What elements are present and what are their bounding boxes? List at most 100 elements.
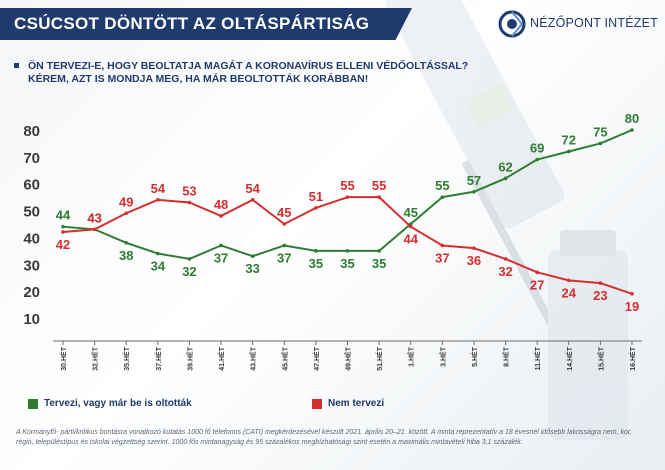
series-1-data-label: 23 [593,288,607,303]
series-1-data-label: 55 [372,178,386,193]
y-tick-label: 60 [23,177,40,194]
x-tick-label: 35.HÉT [122,346,131,370]
series-0-data-label: 72 [562,132,576,147]
y-tick-label: 50 [23,204,40,221]
question-line-2: KÉREM, AZT IS MONDJA MEG, HA MÁR BEOLTOT… [28,73,369,85]
series-0-point [440,195,445,199]
footnote: A Kormányfő- párti/kritikus bontásra von… [16,429,632,446]
series-1-data-label: 51 [309,189,323,204]
series-0-point [345,249,350,253]
legend-swatch-red [312,398,322,409]
x-tick-label: 16.HÉT [628,346,637,370]
title-banner: CSÚCSOT DÖNTÖTT AZ OLTÁSPÁRTISÁG [0,8,412,40]
series-1-data-label: 55 [340,178,354,193]
legend-item-red: Nem tervezi [312,398,384,409]
series-1-point [61,230,65,234]
x-tick-label: 43.HÉT [249,346,258,370]
survey-question: ÖN TERVEZI-E, HOGY BEOLTATJA MAGÁT A KOR… [14,60,616,86]
series-0-data-label: 45 [403,205,417,220]
series-0-data-label: 80 [625,111,639,126]
series-0-point [61,224,65,229]
x-tick-label: 47.HÉT [312,346,321,370]
series-1-point [535,270,539,275]
question-line-1: ÖN TERVEZI-E, HOGY BEOLTATJA MAGÁT A KOR… [28,60,469,72]
series-0-point [630,128,634,132]
series-0-point [598,141,603,146]
y-tick-label: 80 [23,123,40,140]
series-1-data-label: 42 [56,237,70,252]
series-1-point [630,292,634,296]
series-1-point [282,222,287,226]
x-tick-label: 30.HÉT [59,346,68,370]
series-1-point [92,227,97,232]
y-tick-label: 20 [23,284,40,301]
series-0-point [503,176,508,181]
legend-label-red: Nem tervezi [328,398,385,409]
series-0-data-label: 62 [498,159,512,174]
x-tick-label: 1.HÉT [407,346,416,367]
series-0-data-label: 37 [277,250,291,265]
series-1-data-label: 32 [498,264,512,279]
series-1-data-label: 48 [214,197,228,212]
x-tick-label: 41.HÉT [217,346,226,370]
series-1-data-label: 27 [530,277,544,292]
series-1-point [156,198,160,202]
y-tick-label: 10 [23,311,40,328]
series-0-point [250,254,255,259]
series-1-point [598,281,603,285]
series-1-data-label: 54 [151,181,166,196]
x-tick-label: 49.HÉT [344,346,353,370]
series-0-point [377,249,381,253]
x-tick-label: 37.HÉT [154,346,163,370]
x-tick-label: 15.HÉT [596,346,605,370]
logo-text: NÉZŐPONT INTÉZET [530,16,658,30]
series-1-point [187,200,192,205]
series-0-point [282,243,287,248]
series-0-data-label: 35 [372,256,386,271]
series-0-point [535,157,539,162]
x-tick-label: 51.HÉT [375,346,384,370]
series-0-data-label: 35 [340,256,354,271]
series-0-data-label: 69 [530,141,544,156]
series-0-data-label: 35 [309,256,323,271]
series-1-data-label: 54 [245,181,260,196]
series-0-point [219,243,223,248]
series-line-0 [62,129,633,260]
x-tick-label: 32.HÉT [91,346,100,370]
series-0-data-label: 55 [435,178,449,193]
series-1-point [377,195,381,199]
x-tick-label: 45.HÉT [280,346,289,370]
page-title: CSÚCSOT DÖNTÖTT AZ OLTÁSPÁRTISÁG [14,14,370,33]
legend-item-green: Tervezi, vagy már be is oltották [28,398,192,409]
legend-swatch-green [28,398,38,409]
series-0-data-label: 34 [151,259,166,274]
x-tick-label: 8.HÉT [502,346,511,367]
series-1-data-label: 24 [562,285,577,300]
nezopont-logo-icon [498,10,526,38]
y-tick-label: 30 [23,257,40,274]
series-1-data-label: 36 [467,253,481,268]
x-tick-label: 3.HÉT [438,346,447,367]
series-1-point [219,214,223,218]
series-line-1 [62,196,633,295]
series-0-data-label: 38 [119,248,133,263]
x-tick-label: 14.HÉT [565,346,574,370]
series-0-data-label: 32 [182,264,196,279]
series-1-point [472,246,476,250]
series-1-point [408,224,413,229]
series-0-point [156,251,160,256]
series-1-data-label: 49 [119,194,133,209]
series-0-data-label: 37 [214,250,228,265]
series-0-point [124,241,129,245]
series-0-point [314,249,318,253]
series-1-data-label: 37 [435,250,449,265]
series-1-point [250,198,255,202]
series-0-data-label: 44 [56,208,71,223]
series-1-point [345,195,350,199]
series-1-data-label: 43 [87,210,101,225]
series-1-point [440,243,445,248]
series-0-data-label: 33 [245,261,259,276]
series-1-data-label: 45 [277,205,291,220]
